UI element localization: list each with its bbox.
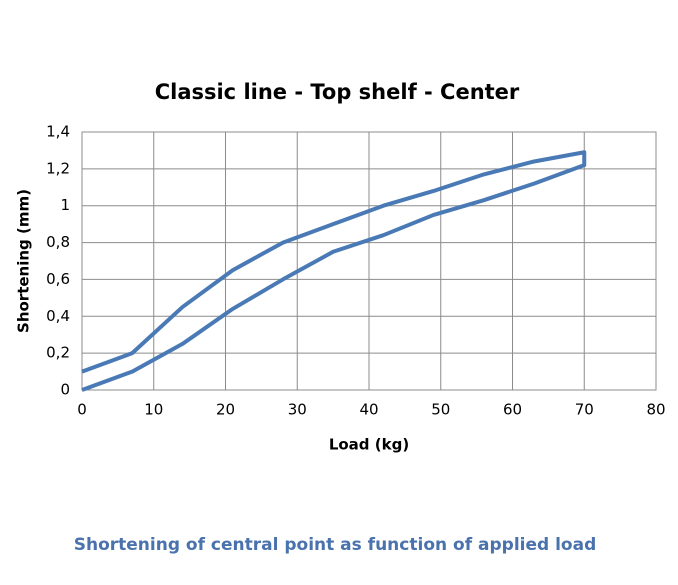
caption: Shortening of central point as function … (74, 535, 597, 555)
x-tick-label: 50 (431, 401, 450, 419)
chart-title: Classic line - Top shelf - Center (155, 80, 520, 104)
y-axis-label: Shortening (mm) (15, 189, 33, 333)
y-tick-label: 0,6 (46, 270, 70, 288)
x-tick-label: 0 (77, 401, 87, 419)
y-tick-label: 1,4 (46, 123, 70, 141)
plot-border (81, 131, 657, 391)
x-axis-label: Load (kg) (329, 436, 409, 454)
x-tick-label: 40 (359, 401, 378, 419)
y-tick-label: 0,2 (46, 344, 70, 362)
x-tick-label: 10 (144, 401, 163, 419)
y-tick-label: 1,2 (46, 159, 70, 177)
y-tick-label: 0,4 (46, 307, 70, 325)
x-tick-label: 80 (646, 401, 665, 419)
y-tick-label: 0,8 (46, 233, 70, 251)
y-tick-label: 1 (60, 196, 70, 214)
x-tick-label: 70 (575, 401, 594, 419)
y-tick-label: 0 (60, 381, 70, 399)
x-tick-label: 60 (503, 401, 522, 419)
data-line (81, 150, 587, 392)
x-tick-label: 30 (288, 401, 307, 419)
x-tick-label: 20 (216, 401, 235, 419)
